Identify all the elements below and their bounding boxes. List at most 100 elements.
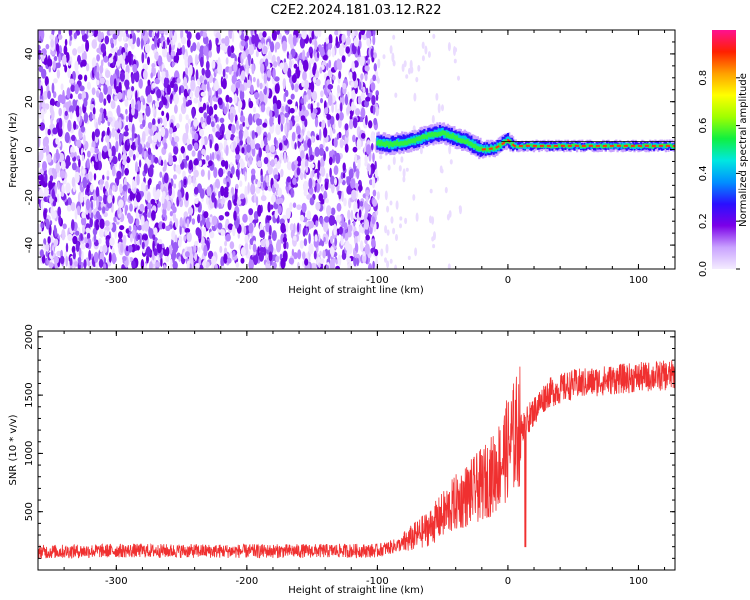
noise-blob — [80, 192, 84, 203]
noise-blob — [142, 97, 146, 106]
noise-blob — [214, 197, 217, 209]
noise-blob — [147, 79, 151, 86]
noise-blob — [55, 43, 60, 53]
noise-blob — [244, 185, 247, 198]
noise-blob — [322, 220, 329, 233]
noise-blob — [178, 256, 182, 262]
noise-blob — [193, 244, 197, 253]
noise-blob — [70, 152, 75, 158]
noise-blob — [419, 147, 423, 155]
noise-blob — [310, 103, 314, 114]
noise-blob — [53, 91, 57, 99]
noise-blob — [266, 69, 272, 78]
noise-blob — [71, 219, 75, 231]
noise-blob — [253, 106, 257, 113]
noise-blob — [114, 95, 118, 102]
noise-blob — [364, 243, 370, 255]
noise-blob — [169, 211, 173, 217]
noise-blob — [206, 186, 212, 197]
noise-blob — [199, 75, 204, 84]
snr-x-axis-label: Height of straight line (km) — [288, 585, 424, 596]
noise-blob — [389, 45, 393, 54]
noise-blob — [350, 209, 354, 221]
noise-blob — [244, 234, 249, 244]
noise-blob — [341, 55, 346, 63]
noise-blob — [367, 263, 373, 269]
noise-blob — [108, 252, 112, 263]
noise-blob — [197, 150, 202, 162]
noise-blob — [202, 102, 207, 111]
noise-blob — [400, 156, 404, 163]
noise-blob — [183, 88, 188, 98]
noise-blob — [162, 47, 168, 58]
noise-blob — [294, 83, 299, 93]
noise-blob — [168, 127, 173, 135]
noise-blob — [52, 200, 57, 207]
noise-blob — [145, 184, 149, 192]
noise-blob — [360, 73, 364, 80]
noise-blob — [203, 35, 209, 45]
noise-blob — [275, 255, 280, 263]
noise-blob — [299, 172, 304, 179]
noise-blob — [40, 243, 45, 249]
noise-blob — [302, 251, 306, 260]
y-tick-label: 1000 — [24, 441, 35, 466]
noise-blob — [173, 183, 177, 189]
noise-blob — [173, 206, 177, 213]
noise-blob — [347, 262, 353, 269]
noise-blob — [190, 45, 194, 53]
noise-blob — [305, 165, 309, 173]
noise-blob — [280, 222, 286, 234]
colorbar-tick-label: 0.0 — [698, 261, 709, 277]
noise-blob — [178, 154, 183, 164]
noise-blob — [90, 212, 94, 220]
noise-blob — [48, 262, 54, 268]
noise-blob — [394, 92, 398, 98]
noise-blob — [161, 110, 165, 117]
noise-blob — [160, 256, 163, 267]
noise-blob — [283, 145, 288, 151]
noise-blob — [112, 156, 118, 165]
noise-blob — [107, 194, 112, 204]
noise-blob — [237, 232, 240, 239]
noise-blob — [239, 115, 246, 123]
noise-blob — [303, 180, 309, 193]
noise-blob — [225, 129, 231, 141]
noise-blob — [257, 246, 260, 256]
noise-blob — [292, 202, 297, 208]
noise-blob — [314, 146, 320, 157]
noise-blob — [66, 204, 72, 212]
signal-track-peak — [481, 138, 675, 151]
noise-blob — [162, 96, 167, 106]
noise-blob — [401, 63, 405, 72]
noise-blob — [160, 126, 166, 138]
noise-blob — [223, 190, 229, 198]
noise-blob — [344, 240, 350, 251]
snr-frame — [37, 330, 676, 571]
noise-blob — [101, 131, 104, 139]
noise-blob — [81, 50, 87, 63]
noise-blob — [91, 39, 98, 49]
noise-blob — [138, 112, 143, 123]
noise-blob — [235, 154, 241, 160]
noise-blob — [45, 143, 50, 156]
noise-blob — [148, 165, 154, 178]
noise-blob — [72, 235, 78, 245]
noise-blob — [372, 260, 375, 269]
noise-blob — [240, 247, 246, 257]
noise-blob — [341, 33, 346, 44]
noise-blob — [38, 54, 41, 61]
noise-blob — [356, 138, 362, 150]
noise-blob — [57, 127, 63, 137]
noise-blob — [208, 106, 214, 117]
noise-blob — [344, 143, 349, 153]
noise-blob — [122, 159, 127, 166]
noise-blob — [304, 118, 308, 128]
noise-blob — [195, 32, 201, 40]
noise-blob — [405, 167, 409, 172]
noise-blob — [147, 56, 150, 66]
noise-blob — [191, 218, 196, 225]
noise-blob — [90, 183, 94, 193]
noise-blob — [82, 224, 85, 234]
